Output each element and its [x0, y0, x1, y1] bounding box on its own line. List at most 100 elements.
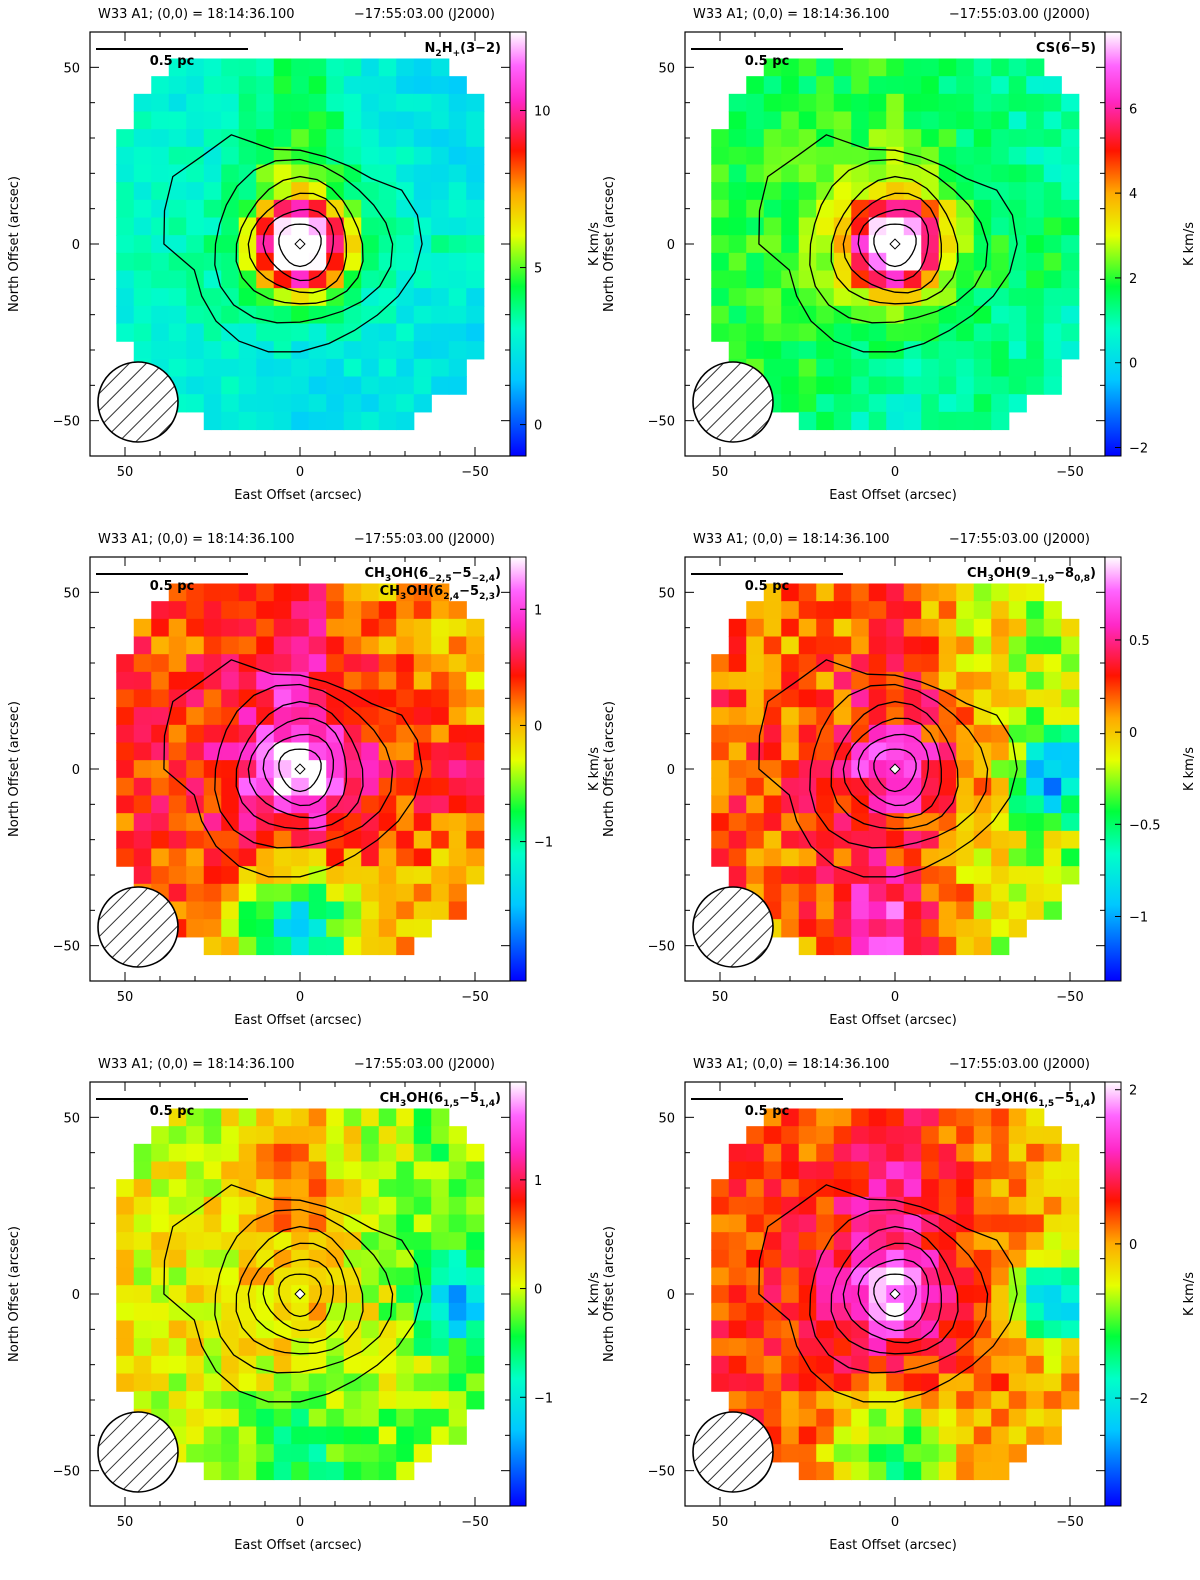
heatmap-cell — [938, 1391, 957, 1410]
contour-level-6 — [163, 134, 423, 353]
heatmap-cell — [361, 1461, 380, 1481]
heatmap-cell — [973, 1338, 992, 1357]
heatmap-cell — [221, 111, 240, 130]
heatmap-cell — [448, 93, 467, 113]
heatmap-cell — [903, 742, 922, 761]
heatmap-cell — [256, 919, 275, 938]
heatmap-cell — [746, 795, 765, 814]
heatmap-cell — [308, 724, 327, 744]
heatmap-cell — [361, 1232, 380, 1251]
heatmap-cell — [238, 1373, 257, 1392]
heatmap-cell — [361, 358, 380, 378]
heatmap-cell — [851, 1373, 870, 1392]
heatmap-cell — [308, 323, 327, 342]
heatmap-cell — [448, 1143, 467, 1163]
heatmap-cell — [798, 1179, 817, 1198]
heatmap-cell — [1008, 848, 1027, 867]
heatmap-cell — [903, 1408, 922, 1428]
heatmap-cell — [816, 93, 835, 113]
heatmap-cell — [151, 1302, 170, 1322]
heatmap-cell — [256, 795, 275, 814]
heatmap-cell — [1043, 777, 1062, 797]
heatmap-cell — [291, 182, 310, 201]
heatmap-cell — [938, 1267, 957, 1286]
heatmap-cell — [431, 323, 450, 342]
heatmap-cell — [886, 1126, 905, 1145]
heatmap-cell — [361, 813, 380, 832]
heatmap-cell — [413, 919, 432, 938]
heatmap-cell — [273, 636, 292, 655]
heatmap-cell — [221, 288, 240, 307]
contour-level-5 — [214, 158, 394, 324]
heatmap-cell — [431, 93, 450, 113]
heatmap-cell — [203, 848, 222, 867]
heatmap-cell — [168, 1249, 187, 1269]
heatmap-cell — [781, 93, 800, 113]
heatmap-cell — [168, 724, 187, 744]
heatmap-cell — [326, 1267, 345, 1286]
heatmap-cell — [256, 724, 275, 744]
heatmap-cell — [431, 654, 450, 673]
heatmap-cell — [448, 707, 467, 726]
line-label: CH3OH(9−1,9−80,8) — [967, 566, 1096, 584]
heatmap-cell — [378, 813, 397, 832]
heatmap-cell — [798, 146, 817, 166]
heatmap-cell — [728, 742, 747, 761]
heatmap-cell — [991, 58, 1010, 77]
heatmap-cell — [833, 1126, 852, 1145]
heatmap-cell — [361, 1108, 380, 1127]
heatmap-cell — [1026, 654, 1045, 673]
line-label-part: 1,5 — [1038, 1099, 1054, 1109]
heatmap-cell — [291, 724, 310, 744]
heatmap-cell — [798, 654, 817, 673]
contour-lines — [163, 1184, 423, 1403]
colorbar-tick-label: −2 — [1129, 1392, 1148, 1407]
heatmap-cell — [361, 866, 380, 885]
heatmap-cell — [396, 848, 415, 867]
heatmap-cell — [221, 636, 240, 655]
heatmap-cell — [343, 777, 362, 797]
heatmap-cell — [938, 601, 957, 620]
colorbar-tick-label: −0.5 — [1129, 818, 1161, 833]
heatmap-cell — [448, 164, 467, 183]
heatmap-cell — [816, 583, 835, 602]
heatmap-cell — [746, 1214, 765, 1233]
heatmap-cell — [396, 1461, 415, 1481]
heatmap-cell — [186, 358, 205, 378]
heatmap-cell — [711, 1196, 730, 1216]
heatmap-cell — [238, 1408, 257, 1428]
panel-5: W33 A1; (0,0) = 18:14:36.100 −17:55:03.00… — [7, 1057, 602, 1553]
beam-circle — [97, 361, 179, 443]
heatmap-cell — [378, 164, 397, 183]
heatmap-cell — [938, 1285, 957, 1304]
heatmap-cell — [991, 1444, 1010, 1463]
line-label: CH3OH(6−2,5−5−2,4) — [365, 566, 501, 584]
heatmap-cell — [133, 341, 152, 360]
heatmap-cell — [886, 1426, 905, 1445]
heatmap-cell — [746, 1302, 765, 1322]
heatmap-cell — [1061, 1249, 1080, 1269]
heatmap-cell — [151, 1161, 170, 1180]
heatmap-cell — [781, 1426, 800, 1445]
heatmap-cell — [781, 235, 800, 254]
heatmap-cell — [816, 76, 835, 95]
heatmap-cell — [308, 76, 327, 95]
heatmap-cell — [956, 1108, 975, 1127]
heatmap-cell — [868, 411, 887, 431]
heatmap-cell — [851, 1214, 870, 1233]
heatmap-cell — [903, 411, 922, 431]
heatmap-cell — [448, 1285, 467, 1304]
heatmap-cell — [973, 129, 992, 148]
heatmap-cell — [238, 1214, 257, 1233]
heatmap-cell — [816, 777, 835, 797]
heatmap-cell — [851, 1179, 870, 1198]
heatmap-cell — [903, 654, 922, 673]
heatmap-cell — [413, 1285, 432, 1304]
heatmap-cell — [396, 164, 415, 183]
heatmap-cell — [886, 394, 905, 413]
heatmap-cell — [1008, 394, 1027, 413]
heatmap-cell — [343, 1196, 362, 1216]
heatmap-cell — [151, 1338, 170, 1357]
heatmap-cell — [361, 883, 380, 903]
heatmap-cell — [921, 235, 940, 254]
